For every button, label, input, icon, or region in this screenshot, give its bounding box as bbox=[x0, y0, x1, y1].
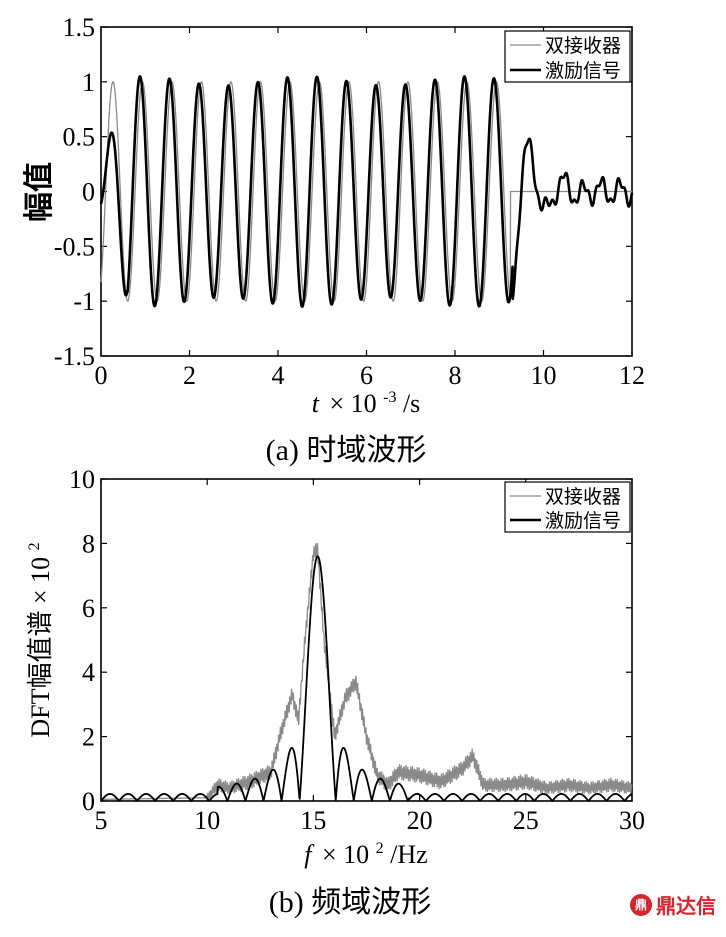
panel-b-xlabel: f × 10 2 /Hz bbox=[304, 830, 427, 869]
x-tick-label: 30 bbox=[619, 806, 645, 835]
y-tick-label: 2 bbox=[82, 723, 95, 752]
x-tick-label: 4 bbox=[272, 361, 285, 390]
series-line-excitation-spectrum bbox=[100, 555, 633, 802]
x-tick-label: 0 bbox=[95, 361, 108, 390]
x-tick-label: 10 bbox=[531, 361, 557, 390]
panel-b-xlabel-var: f bbox=[304, 840, 315, 869]
watermark-text: 鼎达信 bbox=[656, 894, 716, 918]
panel-a-xlabel-exp: -3 bbox=[383, 389, 396, 406]
panel-b-frequency-domain: 5 10 15 20 25 30 0 2 4 6 8 10 双接收器 激励信号 DFT幅值谱 × 10… bbox=[26, 465, 645, 919]
panel-a-series bbox=[99, 75, 634, 308]
y-tick-label: -1.5 bbox=[54, 342, 95, 371]
y-tick-label: 10 bbox=[69, 465, 95, 494]
y-tick-label: 6 bbox=[82, 594, 95, 623]
y-tick-label: 0.5 bbox=[63, 123, 96, 152]
panel-a-caption: (a) 时域波形 bbox=[266, 434, 427, 467]
panel-b-tick-labels: 5 10 15 20 25 30 0 2 4 6 8 10 bbox=[69, 465, 645, 835]
series-line-receiver-spectrum bbox=[100, 543, 633, 801]
x-tick-label: 20 bbox=[407, 806, 433, 835]
x-tick-label: 2 bbox=[183, 361, 196, 390]
y-tick-label: 8 bbox=[82, 529, 95, 558]
panel-b-ylabel: DFT幅值谱 × 10 2 bbox=[26, 542, 55, 737]
panel-b-ticks bbox=[100, 478, 633, 802]
panel-a-tick-labels: 0 2 4 6 8 10 12 -1.5 -1 -0.5 0 0.5 1 1.5 bbox=[54, 13, 645, 390]
series-line-receiver bbox=[100, 81, 632, 302]
x-tick-label: 6 bbox=[360, 361, 373, 390]
legend-label-receiver: 双接收器 bbox=[545, 35, 621, 57]
panel-a-legend: 双接收器 激励信号 bbox=[504, 30, 631, 83]
y-tick-label: 0 bbox=[82, 787, 95, 816]
panel-b-xlabel-rest: × 10 bbox=[322, 840, 369, 869]
panel-b-series bbox=[100, 543, 633, 802]
y-tick-label: -1 bbox=[73, 287, 95, 316]
x-tick-label: 5 bbox=[95, 806, 108, 835]
panel-a-xlabel-rest: × 10 bbox=[329, 389, 376, 418]
panel-b-xlabel-exp: 2 bbox=[376, 840, 384, 857]
panel-a-ylabel: 幅值 bbox=[23, 162, 56, 222]
legend-label-receiver-b: 双接收器 bbox=[545, 486, 621, 508]
panel-b-legend: 双接收器 激励信号 bbox=[504, 481, 631, 533]
y-tick-label: -0.5 bbox=[54, 232, 95, 261]
x-tick-label: 10 bbox=[194, 806, 220, 835]
y-tick-label: 1 bbox=[82, 68, 95, 97]
panel-b-ylabel-main: DFT幅值谱 × 10 bbox=[26, 557, 55, 738]
panel-a-xlabel-unit: /s bbox=[403, 389, 420, 418]
panel-a-xlabel: t × 10 -3 /s bbox=[312, 379, 421, 418]
panel-b-xlabel-unit: /Hz bbox=[390, 840, 428, 869]
legend-label-excitation: 激励信号 bbox=[545, 60, 621, 82]
watermark-icon: 鼎 bbox=[630, 893, 652, 916]
series-line-excitation bbox=[99, 75, 634, 308]
panel-b-caption: (b) 频域波形 bbox=[269, 886, 431, 919]
x-tick-label: 8 bbox=[449, 361, 462, 390]
y-tick-label: 4 bbox=[82, 658, 95, 687]
legend-label-excitation-b: 激励信号 bbox=[545, 510, 621, 532]
panel-b-plot-frame bbox=[100, 478, 633, 802]
panel-b-ylabel-exp: 2 bbox=[26, 542, 43, 550]
y-tick-label: 0 bbox=[82, 178, 95, 207]
panel-a-time-domain: 0 2 4 6 8 10 12 -1.5 -1 -0.5 0 0.5 1 1.5 双接收器 激励信号 幅值… bbox=[23, 13, 645, 467]
x-tick-label: 25 bbox=[513, 806, 539, 835]
y-tick-label: 1.5 bbox=[63, 13, 96, 42]
watermark-logo: 鼎 鼎达信 bbox=[630, 890, 716, 919]
x-tick-label: 15 bbox=[300, 806, 326, 835]
x-tick-label: 12 bbox=[619, 361, 645, 390]
panel-a-xlabel-var: t bbox=[312, 389, 320, 418]
